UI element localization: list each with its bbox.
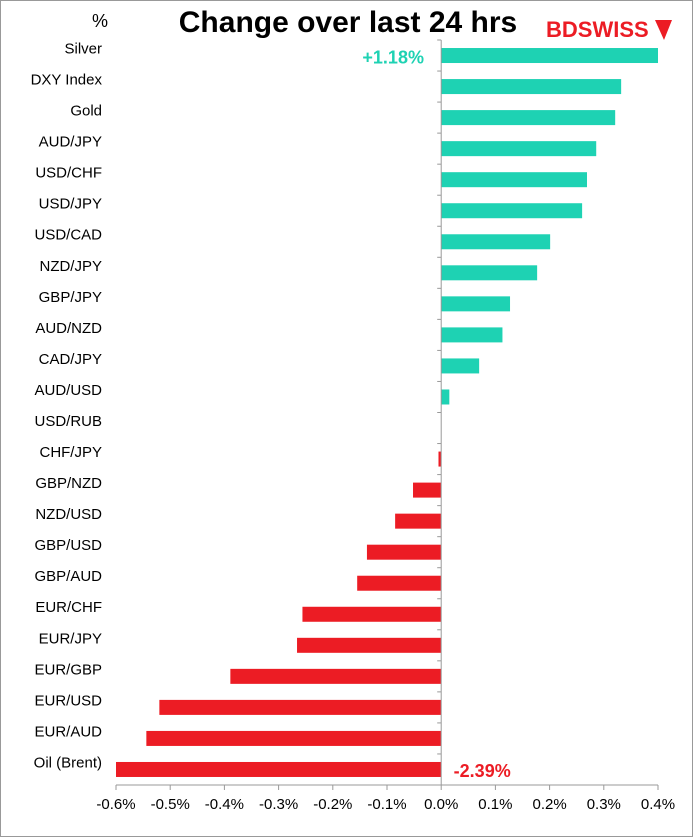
x-tick-label: -0.2%: [313, 796, 352, 813]
bar: [441, 389, 450, 405]
category-label: GBP/USD: [34, 537, 102, 554]
x-tick-label: 0.1%: [478, 796, 512, 813]
x-tick-label: -0.3%: [259, 796, 298, 813]
bar: [441, 141, 597, 157]
logo-flag: [655, 20, 672, 40]
bar: [302, 606, 442, 622]
category-label: EUR/GBP: [34, 661, 102, 678]
category-label: Oil (Brent): [34, 754, 102, 771]
category-label: USD/CAD: [34, 227, 102, 244]
value-label: +1.18%: [362, 47, 424, 67]
category-label: NZD/JPY: [39, 258, 102, 275]
x-tick-label: 0.3%: [587, 796, 621, 813]
bar: [441, 358, 480, 374]
logo: BDSWISS: [546, 17, 649, 42]
bar: [159, 699, 442, 715]
category-label: CAD/JPY: [39, 351, 102, 368]
chart-title: Change over last 24 hrs: [179, 6, 517, 39]
bar: [297, 637, 442, 653]
bar: [441, 172, 587, 188]
bar: [441, 265, 538, 281]
category-label: USD/CHF: [35, 165, 102, 182]
bar: [441, 296, 511, 312]
category-label: Silver: [64, 40, 102, 57]
unit-label: %: [92, 11, 108, 31]
bar: [441, 327, 503, 343]
bars: [116, 48, 658, 777]
bar: [357, 575, 442, 591]
bar: [441, 110, 616, 126]
category-label: Gold: [70, 103, 102, 120]
bar: [395, 513, 442, 529]
bar: [441, 234, 551, 250]
x-tick-label: -0.1%: [367, 796, 406, 813]
bar: [441, 48, 658, 64]
x-tick-label: 0.0%: [424, 796, 458, 813]
bar: [438, 451, 442, 467]
category-label: AUD/NZD: [35, 320, 102, 337]
bar: [146, 730, 442, 746]
bar: [230, 668, 442, 684]
x-tick-label: -0.6%: [96, 796, 135, 813]
category-label: GBP/NZD: [35, 475, 102, 492]
category-label: DXY Index: [31, 72, 103, 89]
category-label: GBP/AUD: [34, 568, 102, 585]
category-label: EUR/JPY: [39, 630, 102, 647]
value-label: -2.39%: [454, 761, 511, 781]
bar: [413, 482, 442, 498]
bar: [441, 203, 583, 219]
category-label: EUR/CHF: [35, 599, 102, 616]
x-tick-label: -0.5%: [151, 796, 190, 813]
bar: [441, 79, 622, 95]
category-label: AUD/JPY: [39, 134, 102, 151]
x-tick-label: 0.2%: [532, 796, 566, 813]
bar: [366, 544, 442, 560]
category-label: EUR/USD: [34, 692, 102, 709]
category-label: GBP/JPY: [39, 289, 102, 306]
category-label: NZD/USD: [35, 506, 102, 523]
category-label: USD/JPY: [39, 196, 102, 213]
x-tick-label: -0.4%: [205, 796, 244, 813]
x-tick-label: 0.4%: [641, 796, 675, 813]
bar: [116, 761, 442, 777]
category-label: USD/RUB: [34, 413, 102, 430]
category-label: EUR/AUD: [34, 723, 102, 740]
category-label: CHF/JPY: [39, 444, 102, 461]
category-label: AUD/USD: [34, 382, 102, 399]
